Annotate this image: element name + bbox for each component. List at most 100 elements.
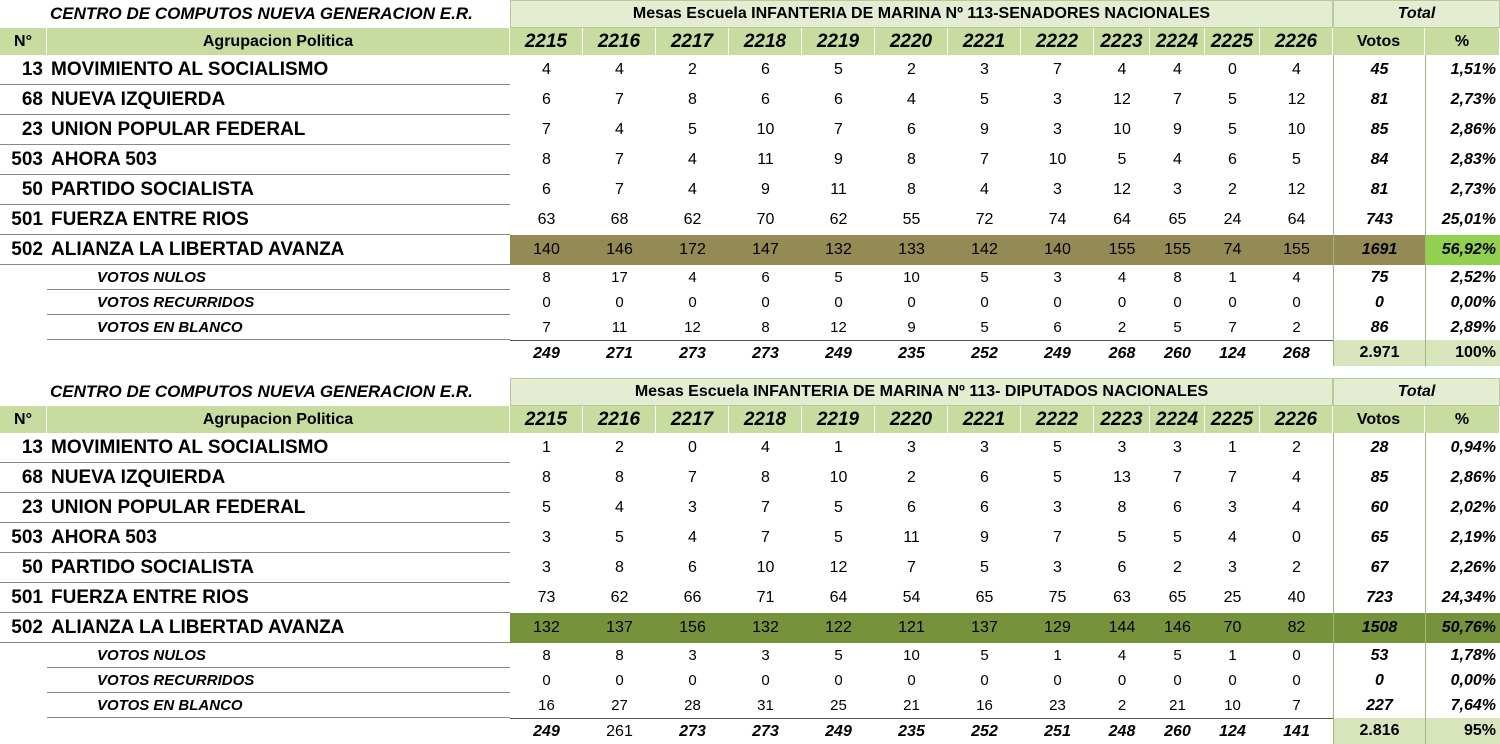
mesa-value: 5 bbox=[542, 499, 551, 516]
mesa-value: 25 bbox=[830, 697, 847, 714]
mesa-value: 122 bbox=[802, 613, 875, 643]
mesa-value: 4 bbox=[1117, 269, 1127, 286]
mesa-value: 5 bbox=[980, 319, 989, 336]
mesa-value: 2 bbox=[1292, 559, 1301, 576]
row-votes: 75 bbox=[1333, 265, 1425, 290]
mesa-value: 3 bbox=[907, 439, 916, 456]
mesa-total: 260 bbox=[1150, 718, 1205, 744]
mesa-value: 6 bbox=[980, 499, 989, 516]
header-mesa: 2218 bbox=[729, 28, 802, 55]
party-name: MOVIMIENTO AL SOCIALISMO bbox=[47, 433, 510, 463]
mesa-value: 1 bbox=[1228, 439, 1237, 456]
header-number: N° bbox=[0, 406, 47, 433]
mesa-value: 25 bbox=[1223, 589, 1242, 606]
mesa-value: 4 bbox=[1292, 61, 1301, 78]
mesa-value: 8 bbox=[761, 319, 770, 336]
mesa-value: 10 bbox=[829, 469, 848, 486]
mesa-value: 121 bbox=[875, 613, 948, 643]
header-mesa: 2223 bbox=[1094, 28, 1150, 55]
mesa-value: 4 bbox=[615, 121, 624, 138]
row-percent: 0,94% bbox=[1425, 433, 1500, 463]
mesa-value: 4 bbox=[1173, 61, 1182, 78]
mesa-value: 7 bbox=[688, 469, 697, 486]
header-mesa: 2222 bbox=[1021, 406, 1094, 433]
row-percent: 2,89% bbox=[1425, 315, 1500, 340]
mesa-value: 2 bbox=[1117, 319, 1127, 336]
row-votes: 28 bbox=[1333, 433, 1425, 463]
party-number: 68 bbox=[0, 463, 47, 493]
mesa-value: 5 bbox=[980, 269, 989, 286]
mesa-value: 12 bbox=[1287, 91, 1306, 108]
party-number: 503 bbox=[0, 145, 47, 175]
mesa-value: 3 bbox=[761, 647, 770, 664]
grand-total-percent: 95% bbox=[1425, 718, 1500, 744]
header-mesa: 2226 bbox=[1260, 406, 1333, 433]
row-percent: 2,73% bbox=[1425, 85, 1500, 115]
mesa-value: 70 bbox=[756, 211, 775, 228]
mesa-total: 273 bbox=[656, 718, 729, 744]
mesa-value: 64 bbox=[1287, 211, 1306, 228]
mesa-value: 4 bbox=[1292, 499, 1301, 516]
mesa-value: 74 bbox=[1048, 211, 1067, 228]
mesa-value: 2 bbox=[615, 439, 624, 456]
mesa-value: 8 bbox=[761, 469, 770, 486]
row-votes: 81 bbox=[1333, 85, 1425, 115]
mesa-value: 12 bbox=[684, 319, 701, 336]
party-name: UNION POPULAR FEDERAL bbox=[47, 115, 510, 145]
mesa-value: 65 bbox=[975, 589, 994, 606]
mesa-value: 8 bbox=[1117, 499, 1127, 516]
header-votes: Votos bbox=[1333, 28, 1425, 55]
header-mesa: 2221 bbox=[948, 28, 1021, 55]
party-name: FUERZA ENTRE RIOS bbox=[47, 583, 510, 613]
mesa-value: 7 bbox=[615, 181, 624, 198]
party-number: 502 bbox=[0, 613, 47, 643]
mesa-value: 8 bbox=[1173, 269, 1182, 286]
mesa-value: 0 bbox=[907, 672, 916, 689]
mesa-total: 252 bbox=[948, 718, 1021, 744]
mesa-value: 1 bbox=[1228, 647, 1237, 664]
mesa-value: 9 bbox=[980, 529, 989, 546]
mesa-value: 2 bbox=[1292, 439, 1301, 456]
mesa-value: 3 bbox=[1053, 121, 1062, 138]
row-percent: 0,00% bbox=[1425, 668, 1500, 693]
row-percent: 50,76% bbox=[1425, 613, 1500, 643]
mesa-value: 0 bbox=[980, 672, 989, 689]
header-mesa: 2217 bbox=[656, 406, 729, 433]
mesa-value: 6 bbox=[1053, 319, 1062, 336]
mesa-value: 3 bbox=[1117, 439, 1127, 456]
header-mesa: 2226 bbox=[1260, 28, 1333, 55]
mesa-total: 248 bbox=[1094, 718, 1150, 744]
mesa-value: 66 bbox=[683, 589, 702, 606]
mesa-value: 0 bbox=[1228, 294, 1237, 311]
mesa-value: 82 bbox=[1260, 613, 1333, 643]
vote-type: VOTOS NULOS bbox=[47, 643, 510, 668]
party-name: MOVIMIENTO AL SOCIALISMO bbox=[47, 55, 510, 85]
row-percent: 7,64% bbox=[1425, 693, 1500, 718]
mesa-value: 2 bbox=[907, 469, 916, 486]
mesa-total: 124 bbox=[1205, 718, 1260, 744]
mesa-value: 75 bbox=[1048, 589, 1067, 606]
header-mesa: 2221 bbox=[948, 406, 1021, 433]
mesa-value: 0 bbox=[542, 294, 551, 311]
party-number: 13 bbox=[0, 55, 47, 85]
mesa-value: 0 bbox=[980, 294, 989, 311]
row-votes: 227 bbox=[1333, 693, 1425, 718]
row-votes: 65 bbox=[1333, 523, 1425, 553]
mesa-value: 4 bbox=[542, 61, 551, 78]
mesa-value: 0 bbox=[688, 439, 697, 456]
mesa-value: 0 bbox=[688, 294, 697, 311]
header-mesa: 2216 bbox=[583, 406, 656, 433]
mesa-value: 0 bbox=[907, 294, 916, 311]
party-name: PARTIDO SOCIALISTA bbox=[47, 553, 510, 583]
mesa-value: 137 bbox=[583, 613, 656, 643]
mesa-value: 10 bbox=[903, 269, 920, 286]
mesa-value: 23 bbox=[1049, 697, 1066, 714]
row-votes: 1508 bbox=[1333, 613, 1425, 643]
mesa-value: 63 bbox=[1113, 589, 1131, 606]
mesa-value: 133 bbox=[875, 235, 948, 265]
mesa-value: 0 bbox=[1173, 294, 1182, 311]
mesa-value: 5 bbox=[1292, 151, 1301, 168]
mesa-value: 5 bbox=[688, 121, 697, 138]
mesa-value: 7 bbox=[615, 91, 624, 108]
